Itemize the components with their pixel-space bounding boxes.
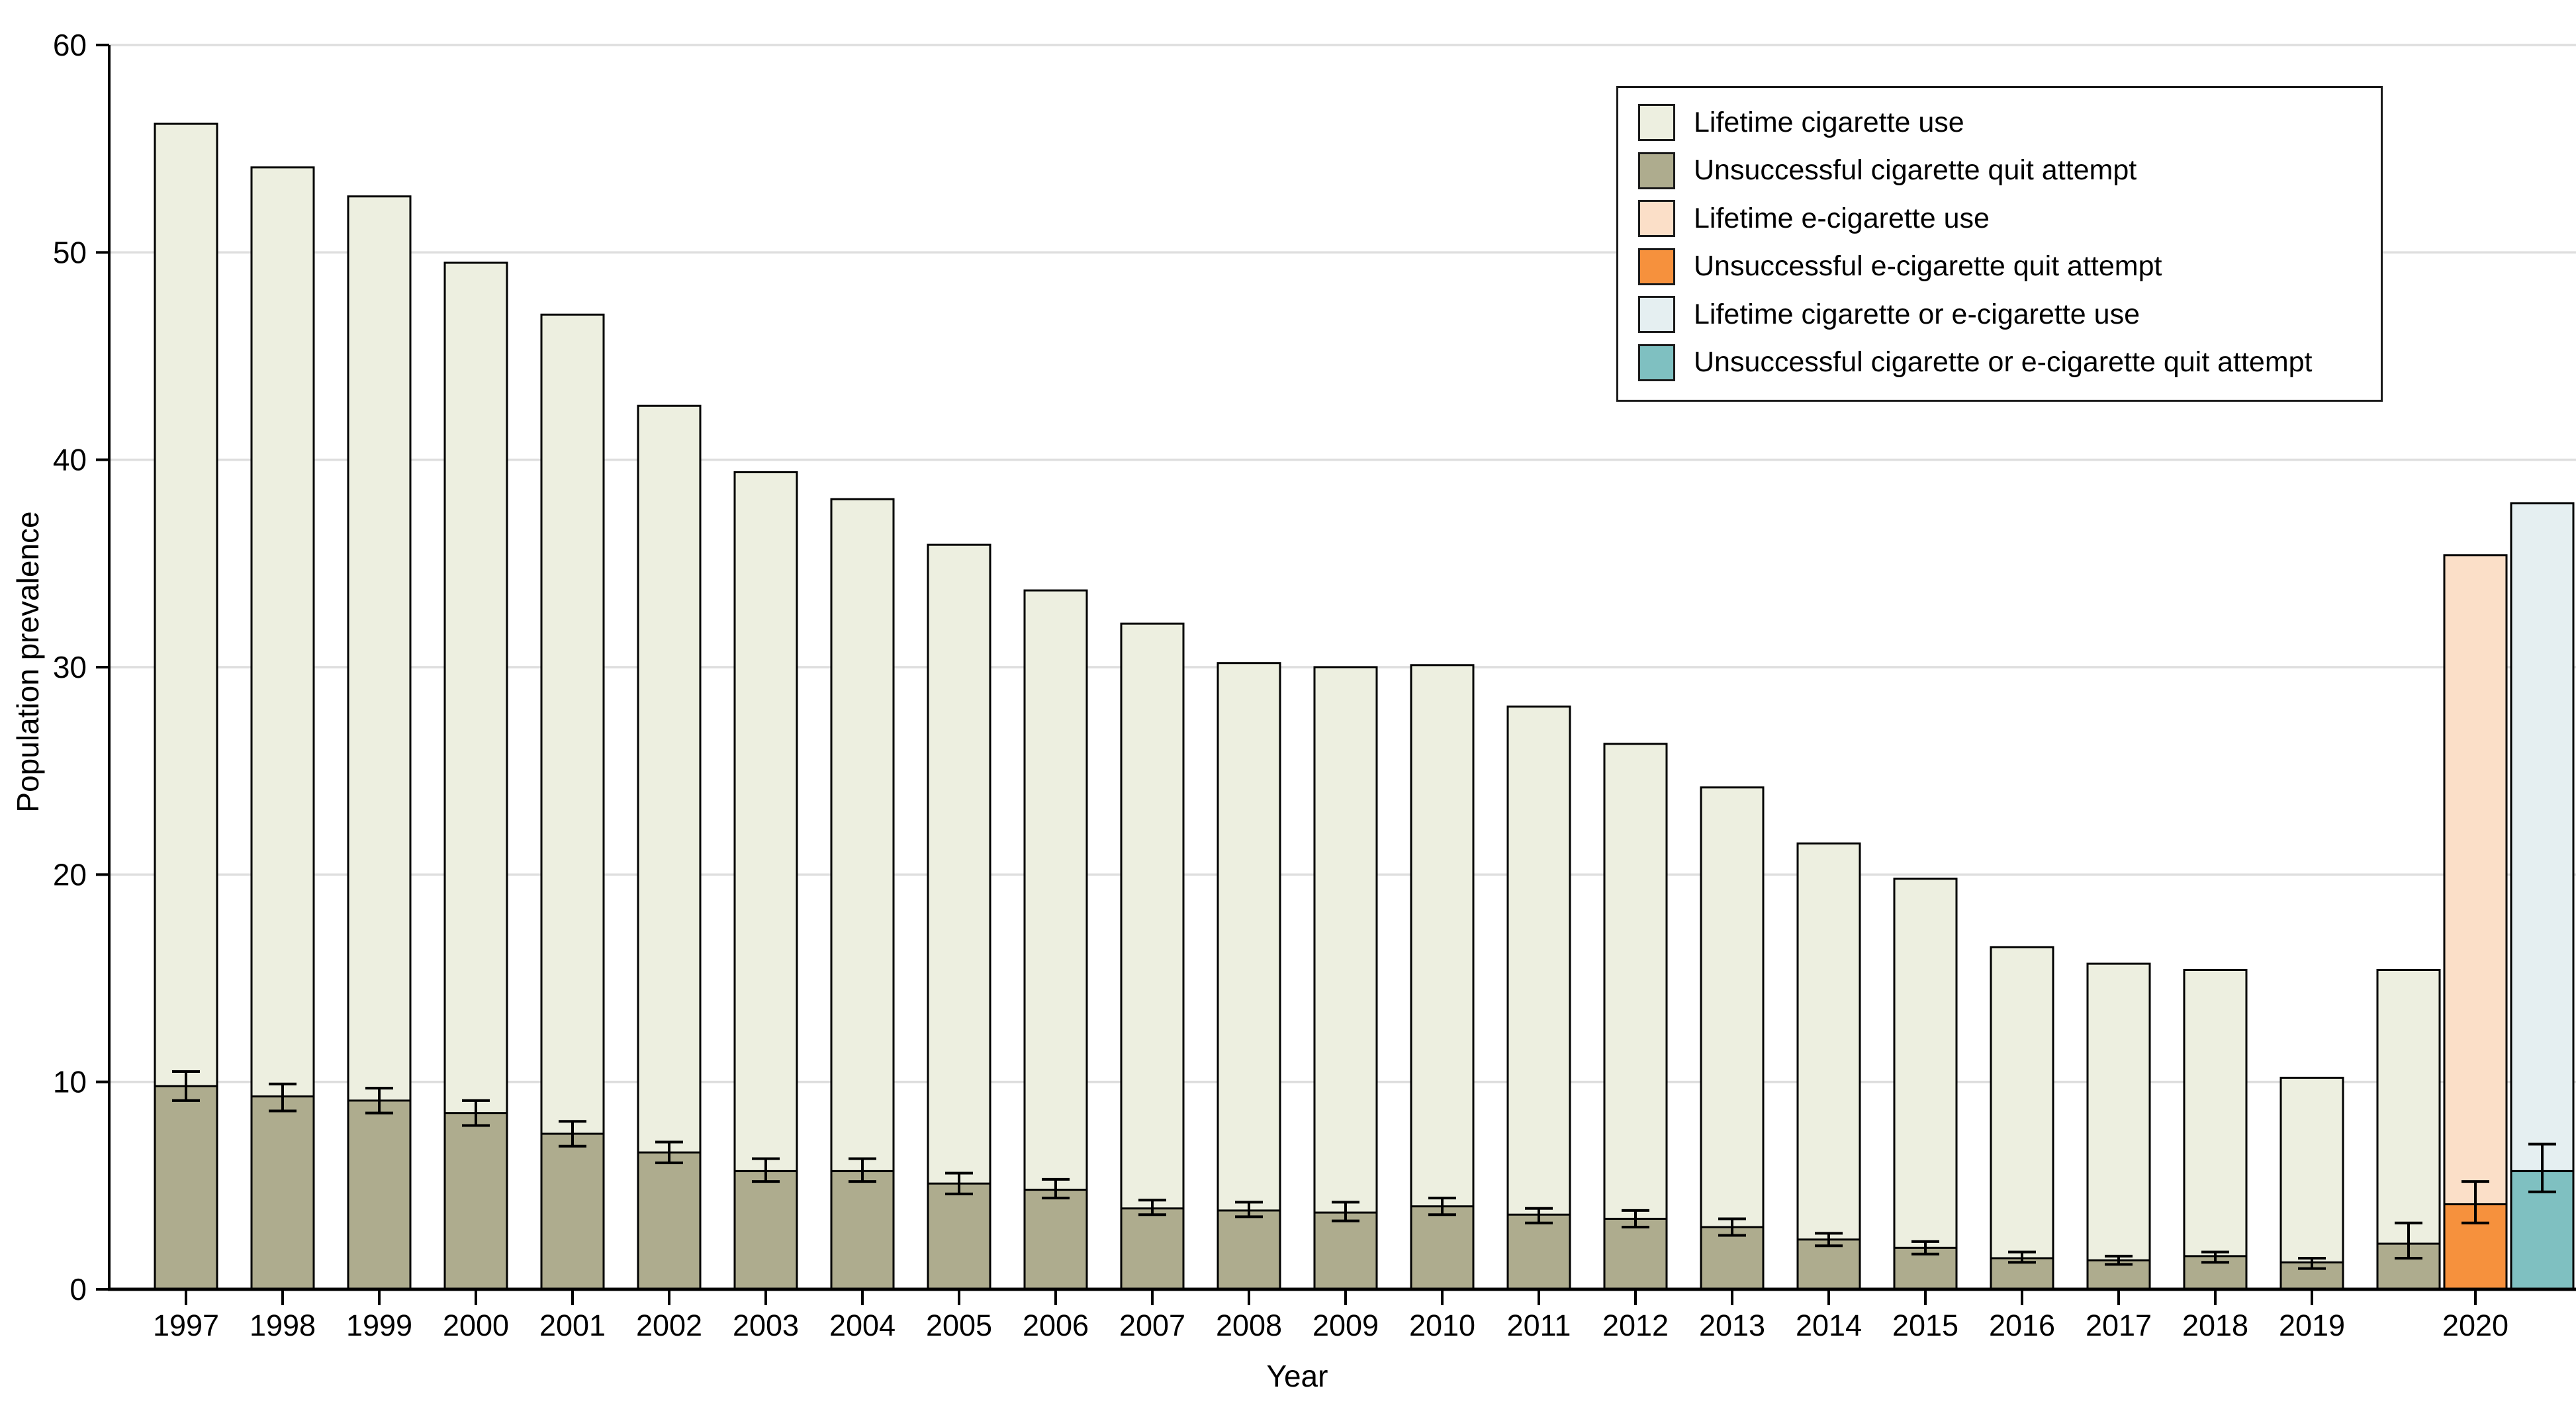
legend-label: Unsuccessful cigarette quit attempt (1694, 154, 2137, 187)
quit-segment-2006-cigarette (1023, 1189, 1088, 1291)
legend-item-unsuccessful-cig-or-ecig-quit: Unsuccessful cigarette or e-cigarette qu… (1638, 344, 2374, 381)
y-tick-label-40: 40 (53, 443, 87, 477)
quit-segment-2005-cigarette (927, 1182, 991, 1291)
legend-swatch (1638, 248, 1675, 285)
quit-segment-2012-cigarette (1603, 1217, 1668, 1291)
legend-item-lifetime-cig-or-ecig: Lifetime cigarette or e-cigarette use (1638, 296, 2374, 334)
y-tick-label-0: 0 (69, 1272, 87, 1307)
quit-segment-2001-cigarette (540, 1132, 605, 1291)
legend-item-unsuccessful-cigarette-quit: Unsuccessful cigarette quit attempt (1638, 152, 2374, 189)
legend-label: Lifetime e-cigarette use (1694, 202, 1990, 234)
x-tick-label-1997: 1997 (153, 1308, 219, 1342)
lifetime-bar-2003-cigarette (733, 471, 798, 1291)
x-tick-label-2007: 2007 (1119, 1308, 1185, 1342)
x-axis-title: Year (1266, 1359, 1328, 1393)
lifetime-bar-2010-cigarette (1410, 664, 1475, 1291)
quit-segment-1998-cigarette (250, 1095, 315, 1291)
legend-label: Lifetime cigarette use (1694, 106, 1964, 138)
legend-label: Unsuccessful e-cigarette quit attempt (1694, 250, 2162, 283)
quit-segment-2000-cigarette (443, 1112, 508, 1291)
legend-swatch (1638, 296, 1675, 334)
x-tick-label-2020: 2020 (2442, 1308, 2508, 1342)
quit-segment-2009-cigarette (1313, 1211, 1378, 1291)
lifetime-bar-2009-cigarette (1313, 666, 1378, 1291)
x-tick-label-2015: 2015 (1892, 1308, 1958, 1342)
legend-box: Lifetime cigarette use Unsuccessful ciga… (1616, 86, 2383, 402)
x-tick-label-2016: 2016 (1989, 1308, 2055, 1342)
x-tick-label-2011: 2011 (1507, 1308, 1571, 1342)
y-axis-title: Population prevalence (11, 511, 45, 813)
y-tick-label-60: 60 (53, 28, 87, 62)
legend-swatch (1638, 104, 1675, 141)
lifetime-bar-2015-cigarette (1893, 878, 1958, 1291)
lifetime-bar-2016-cigarette (1990, 946, 2054, 1291)
x-tick-label-2002: 2002 (636, 1308, 702, 1342)
legend-swatch (1638, 344, 1675, 381)
lifetime-bar-2006-cigarette (1023, 589, 1088, 1291)
x-tick-label-2013: 2013 (1699, 1308, 1765, 1342)
lifetime-bar-2017-cigarette (2086, 962, 2151, 1291)
x-tick-label-1999: 1999 (346, 1308, 412, 1342)
x-tick-label-2001: 2001 (539, 1308, 606, 1342)
x-tick-label-2009: 2009 (1312, 1308, 1379, 1342)
quit-segment-2010-cigarette (1410, 1205, 1475, 1291)
lifetime-bar-2020-e-cigarette (2443, 554, 2508, 1291)
legend-item-unsuccessful-ecigarette-quit: Unsuccessful e-cigarette quit attempt (1638, 248, 2374, 285)
x-tick-label-2018: 2018 (2182, 1308, 2248, 1342)
quit-segment-1999-cigarette (347, 1099, 412, 1291)
legend-item-lifetime-ecigarette: Lifetime e-cigarette use (1638, 200, 2374, 238)
legend-swatch (1638, 200, 1675, 238)
lifetime-bar-2007-cigarette (1120, 622, 1185, 1291)
y-tick-label-50: 50 (53, 235, 87, 269)
x-tick-label-2004: 2004 (829, 1308, 896, 1342)
x-tick-label-1998: 1998 (250, 1308, 316, 1342)
legend-label: Lifetime cigarette or e-cigarette use (1694, 298, 2140, 330)
x-tick-label-2003: 2003 (733, 1308, 799, 1342)
quit-segment-2004-cigarette (830, 1170, 895, 1291)
x-tick-label-2008: 2008 (1216, 1308, 1282, 1342)
lifetime-bar-2005-cigarette (927, 543, 991, 1291)
x-tick-label-2017: 2017 (2086, 1308, 2152, 1342)
legend-item-lifetime-cigarette: Lifetime cigarette use (1638, 104, 2374, 141)
y-tick-label-30: 30 (53, 650, 87, 684)
lifetime-bar-2019-cigarette (2279, 1076, 2344, 1291)
legend-label: Unsuccessful cigarette or e-cigarette qu… (1694, 346, 2313, 379)
quit-segment-2007-cigarette (1120, 1207, 1185, 1291)
legend-swatch (1638, 152, 1675, 189)
quit-segment-1997-cigarette (154, 1085, 218, 1291)
lifetime-bar-2014-cigarette (1796, 842, 1861, 1291)
quit-segment-2002-cigarette (637, 1151, 702, 1291)
x-tick-label-2005: 2005 (926, 1308, 992, 1342)
quit-segment-2008-cigarette (1217, 1209, 1281, 1291)
quit-segment-2011-cigarette (1506, 1213, 1571, 1291)
lifetime-bar-2012-cigarette (1603, 743, 1668, 1291)
y-tick-label-10: 10 (53, 1065, 87, 1099)
x-tick-label-2010: 2010 (1409, 1308, 1475, 1342)
quit-segment-2003-cigarette (733, 1170, 798, 1291)
x-tick-label-2019: 2019 (2279, 1308, 2345, 1342)
lifetime-bar-2013-cigarette (1700, 786, 1765, 1291)
x-tick-label-2000: 2000 (443, 1308, 509, 1342)
lifetime-bar-2008-cigarette (1217, 662, 1281, 1291)
x-tick-label-2014: 2014 (1796, 1308, 1862, 1342)
y-tick-label-20: 20 (53, 857, 87, 892)
x-tick-label-2006: 2006 (1023, 1308, 1089, 1342)
x-tick-label-2012: 2012 (1602, 1308, 1669, 1342)
lifetime-bar-2018-cigarette (2183, 968, 2248, 1291)
lifetime-bar-2011-cigarette (1506, 706, 1571, 1291)
